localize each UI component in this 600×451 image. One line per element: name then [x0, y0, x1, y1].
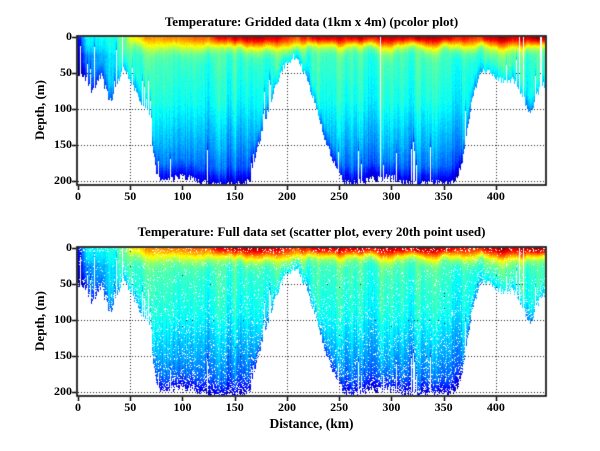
y-tick-label: 50 [60, 64, 72, 79]
x-tick-label: 0 [75, 400, 81, 414]
x-tick-label: 150 [225, 189, 244, 203]
x-tick-label: 100 [173, 189, 192, 203]
y-tick-label: 100 [54, 100, 72, 115]
x-tick-label: 200 [277, 189, 296, 203]
x-tick-label: 250 [330, 400, 349, 414]
x-tick-label: 250 [330, 189, 349, 203]
x-tick-label: 0 [75, 189, 81, 203]
y-tick-label: 150 [54, 136, 72, 151]
scatter-plot-canvas [70, 242, 552, 401]
x-tick-label: 100 [173, 400, 192, 414]
x-tick-label: 50 [124, 400, 137, 414]
x-tick-label: 400 [486, 189, 505, 203]
y-tick-label: 100 [54, 311, 72, 326]
pcolor-plot-canvas [70, 31, 552, 190]
x-tick-label: 350 [434, 400, 453, 414]
y-tick-label: 200 [54, 172, 72, 187]
y-tick-label: 0 [66, 239, 72, 254]
x-tick-label: 350 [434, 189, 453, 203]
y-tick-label: 50 [60, 275, 72, 290]
y-tick-label: 0 [66, 28, 72, 43]
x-tick-label: 200 [277, 400, 296, 414]
x-tick-label: 50 [124, 189, 137, 203]
pcolor-plot-title: Temperature: Gridded data (1km x 4m) (pc… [164, 14, 459, 29]
x-tick-label: 300 [382, 189, 401, 203]
y-tick-label: 150 [54, 347, 72, 362]
x-axis-label: Distance, (km) [269, 416, 354, 431]
y-tick-label: 200 [54, 383, 72, 398]
x-tick-label: 400 [486, 400, 505, 414]
x-tick-label: 150 [225, 400, 244, 414]
x-tick-label: 300 [382, 400, 401, 414]
scatter-plot-title: Temperature: Full data set (scatter plot… [137, 224, 486, 239]
